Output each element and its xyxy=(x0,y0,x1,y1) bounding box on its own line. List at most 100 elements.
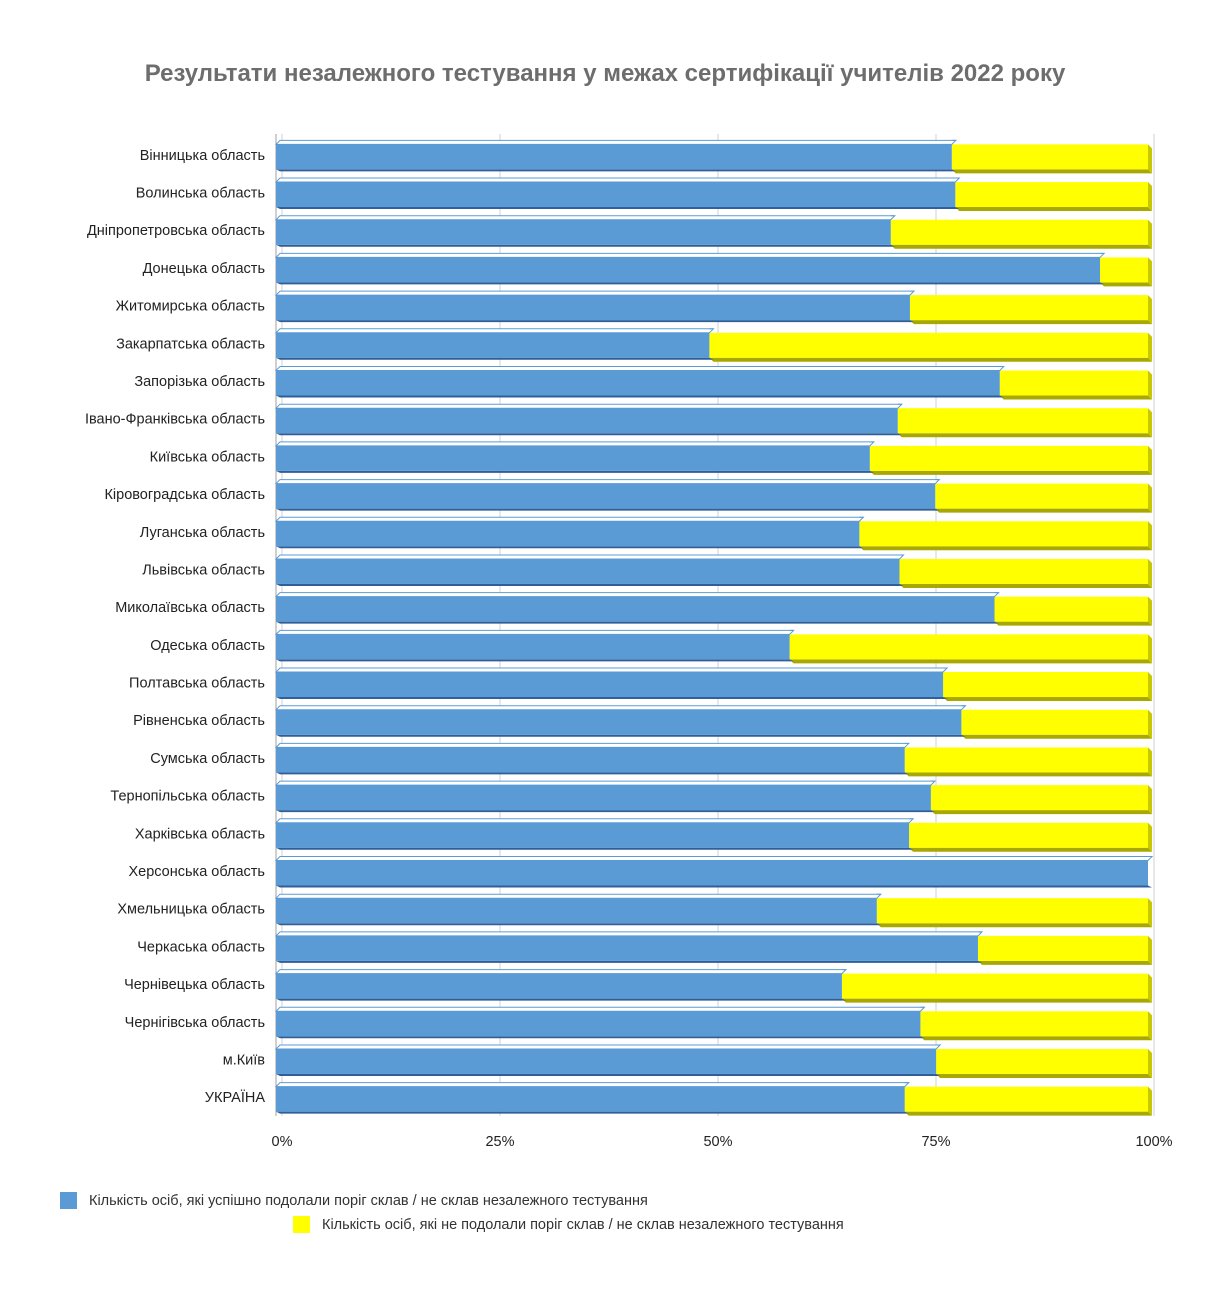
bar-passed-top xyxy=(274,441,876,447)
bars xyxy=(274,139,1154,1116)
bar-failed-side xyxy=(1148,1086,1152,1116)
bar-passed[interactable] xyxy=(276,521,860,547)
bar-failed-depth xyxy=(977,960,1152,965)
category-label: Дніпропетровська область xyxy=(87,223,265,239)
bar-passed[interactable] xyxy=(276,144,952,170)
category-label: Кіровоградська область xyxy=(104,487,265,503)
bar-passed[interactable] xyxy=(276,898,877,924)
bar-failed-side xyxy=(1148,219,1152,249)
bar-passed[interactable] xyxy=(276,370,1000,396)
bar-failed[interactable] xyxy=(994,596,1148,622)
bar-passed[interactable] xyxy=(276,332,710,358)
bar-failed-depth xyxy=(930,810,1152,815)
bar-passed[interactable] xyxy=(276,709,962,735)
bar-passed[interactable] xyxy=(276,182,956,208)
bar-failed-depth xyxy=(789,659,1152,664)
bar-failed[interactable] xyxy=(936,1048,1148,1074)
bar-failed[interactable] xyxy=(951,144,1148,170)
bar-passed-depth xyxy=(276,1036,925,1039)
bar-failed[interactable] xyxy=(869,445,1148,471)
category-label: Хмельницька область xyxy=(117,902,265,918)
category-label: Черкаська область xyxy=(137,939,265,955)
bar-failed[interactable] xyxy=(955,182,1148,208)
bar-passed-top xyxy=(274,629,795,635)
bar-failed-depth xyxy=(1100,282,1152,287)
bar-failed-depth xyxy=(890,244,1152,249)
bar-passed-top xyxy=(274,554,905,560)
bar-passed[interactable] xyxy=(276,219,891,245)
bar-failed[interactable] xyxy=(904,1086,1148,1112)
category-labels: Вінницька область Волинська область Дніпро… xyxy=(85,148,265,1106)
bar-passed[interactable] xyxy=(276,634,790,660)
bar-failed[interactable] xyxy=(899,558,1148,584)
category-label: Полтавська область xyxy=(129,676,265,692)
bar-passed[interactable] xyxy=(276,860,1148,886)
category-label: Донецька область xyxy=(143,261,265,277)
bar-passed[interactable] xyxy=(276,596,995,622)
bar-passed-depth xyxy=(276,470,874,473)
bar-failed-side xyxy=(1148,973,1152,1003)
bar-passed[interactable] xyxy=(276,257,1101,283)
bar-failed-depth xyxy=(955,207,1152,212)
bar-failed[interactable] xyxy=(961,709,1148,735)
bar-failed-side xyxy=(1148,332,1152,362)
bar-passed[interactable] xyxy=(276,445,870,471)
bar-failed[interactable] xyxy=(709,332,1148,358)
bar-failed[interactable] xyxy=(904,747,1148,773)
bar-failed[interactable] xyxy=(876,898,1148,924)
bar-passed-depth xyxy=(276,395,1004,398)
bar-passed-depth xyxy=(276,583,904,586)
bar-passed-top xyxy=(274,403,903,409)
bar-passed[interactable] xyxy=(276,747,905,773)
bar-failed[interactable] xyxy=(841,973,1148,999)
bar-failed[interactable] xyxy=(909,822,1148,848)
bar-failed[interactable] xyxy=(1100,257,1148,283)
bar-passed[interactable] xyxy=(276,295,910,321)
x-tick-label: 25% xyxy=(485,1134,514,1150)
bar-passed-top xyxy=(274,479,941,485)
bar-passed[interactable] xyxy=(276,1048,937,1074)
bar-passed[interactable] xyxy=(276,558,900,584)
bar-passed[interactable] xyxy=(276,935,978,961)
bar-failed[interactable] xyxy=(977,935,1148,961)
bar-failed-depth xyxy=(709,357,1152,362)
bar-failed[interactable] xyxy=(890,219,1148,245)
bar-passed[interactable] xyxy=(276,408,898,434)
bar-failed-side xyxy=(1148,747,1152,777)
bar-failed-side xyxy=(1148,672,1152,702)
bar-passed[interactable] xyxy=(276,822,910,848)
bar-passed[interactable] xyxy=(276,483,936,509)
bar-failed[interactable] xyxy=(897,408,1148,434)
bar-failed[interactable] xyxy=(789,634,1148,660)
bar-passed-top xyxy=(274,252,1106,258)
bar-failed-side xyxy=(1148,182,1152,212)
bar-failed[interactable] xyxy=(859,521,1148,547)
bar-passed-depth xyxy=(276,508,940,511)
chart-title: Результати незалежного тестування у межа… xyxy=(144,60,1066,87)
bar-passed-depth xyxy=(276,357,714,360)
bar-failed[interactable] xyxy=(930,785,1148,811)
category-label: Херсонська область xyxy=(128,864,265,880)
bar-failed[interactable] xyxy=(909,295,1148,321)
bar-passed-depth xyxy=(276,169,956,172)
bar-passed[interactable] xyxy=(276,785,931,811)
bar-passed[interactable] xyxy=(276,1086,905,1112)
bar-passed-top xyxy=(274,893,883,899)
bar-failed-depth xyxy=(859,546,1152,551)
category-label: УКРАЇНА xyxy=(205,1089,266,1106)
bar-failed-side xyxy=(1148,1048,1152,1078)
bar-passed[interactable] xyxy=(276,973,842,999)
bar-passed-depth xyxy=(276,923,881,926)
category-label: Запорізька область xyxy=(134,374,265,390)
bar-passed[interactable] xyxy=(276,1011,921,1037)
bar-failed[interactable] xyxy=(920,1011,1148,1037)
bar-failed-depth xyxy=(897,433,1152,438)
bar-failed[interactable] xyxy=(935,483,1148,509)
bar-passed-top xyxy=(274,366,1005,371)
bar-failed-depth xyxy=(841,998,1152,1003)
bar-failed[interactable] xyxy=(999,370,1148,396)
bar-passed-top xyxy=(274,705,967,711)
bar-failed-depth xyxy=(899,583,1152,588)
bar-passed[interactable] xyxy=(276,672,944,698)
bar-failed[interactable] xyxy=(943,672,1148,698)
